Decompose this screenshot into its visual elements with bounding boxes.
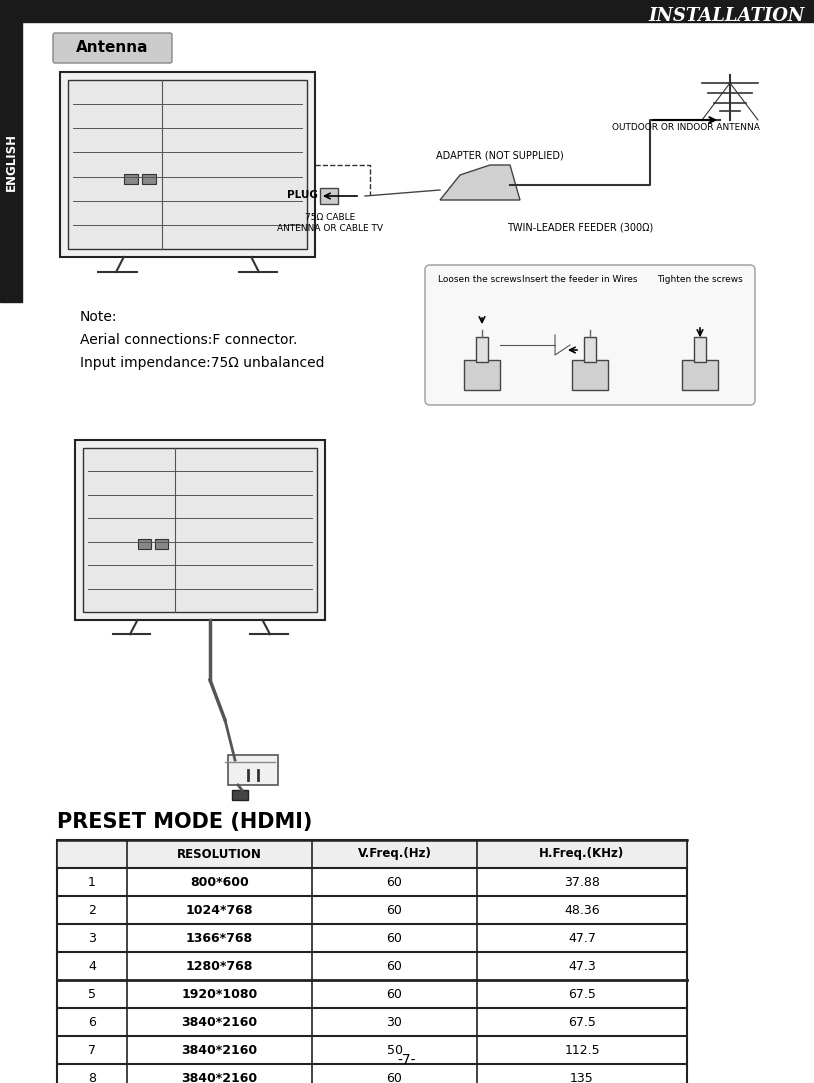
Bar [0,0,814,22]
Text: Note:
Aerial connections:F connector.
Input impendance:75Ω unbalanced: Note: Aerial connections:F connector. In… [80,310,325,369]
Text: 47.7: 47.7 [568,931,596,944]
Text: ADAPTER (NOT SUPPLIED): ADAPTER (NOT SUPPLIED) [436,151,564,160]
Bar [142,173,155,184]
Text: 3: 3 [88,931,96,944]
Text: 1280*768: 1280*768 [186,960,253,973]
Bar [60,71,315,257]
Text: 3840*2160: 3840*2160 [182,1016,257,1029]
Bar [124,173,138,184]
Text: 30: 30 [387,1016,402,1029]
Text: 6: 6 [88,1016,96,1029]
Text: 7: 7 [88,1044,96,1057]
Bar [476,337,488,362]
Text: 1024*768: 1024*768 [186,903,253,916]
Bar [57,840,687,1083]
Text: 48.36: 48.36 [564,903,600,916]
Bar [138,539,151,548]
Text: 60: 60 [387,903,402,916]
Bar [320,188,338,204]
Text: 75Ω CABLE
ANTENNA OR CABLE TV: 75Ω CABLE ANTENNA OR CABLE TV [277,213,383,233]
Text: Loosen the screws: Loosen the screws [438,275,522,285]
Text: 3840*2160: 3840*2160 [182,1044,257,1057]
Text: OUTDOOR OR INDOOR ANTENNA: OUTDOOR OR INDOOR ANTENNA [612,123,760,132]
Text: 2: 2 [88,903,96,916]
Text: Insert the feeder in Wires: Insert the feeder in Wires [523,275,637,285]
Text: 60: 60 [387,931,402,944]
Bar [155,539,168,548]
Text: V.Freq.(Hz): V.Freq.(Hz) [357,848,431,861]
Text: 3840*2160: 3840*2160 [182,1071,257,1083]
Text: 60: 60 [387,960,402,973]
Text: 67.5: 67.5 [568,988,596,1001]
Polygon shape [232,790,248,800]
Bar [228,755,278,785]
Bar [584,337,596,362]
Bar [82,447,317,612]
FancyBboxPatch shape [425,265,755,405]
Text: PLUG: PLUG [287,190,318,200]
Text: H.Freq.(KHz): H.Freq.(KHz) [540,848,624,861]
Text: TWIN-LEADER FEEDER (300Ω): TWIN-LEADER FEEDER (300Ω) [507,223,653,233]
Bar [57,840,687,867]
Text: 1366*768: 1366*768 [186,931,253,944]
Text: 800*600: 800*600 [190,875,249,888]
Text: 67.5: 67.5 [568,1016,596,1029]
Text: 112.5: 112.5 [564,1044,600,1057]
Polygon shape [440,165,520,200]
Text: RESOLUTION: RESOLUTION [177,848,262,861]
Text: 47.3: 47.3 [568,960,596,973]
Text: -7-: -7- [398,1053,416,1067]
Bar [572,360,608,390]
Text: 60: 60 [387,875,402,888]
FancyBboxPatch shape [53,32,172,63]
Text: 5: 5 [88,988,96,1001]
Text: PRESET MODE (HDMI): PRESET MODE (HDMI) [57,812,313,832]
Text: 60: 60 [387,1071,402,1083]
Text: Antenna: Antenna [76,40,148,55]
Text: Tighten the screws: Tighten the screws [657,275,743,285]
Text: 1: 1 [88,875,96,888]
Bar [68,80,307,249]
Bar [0,22,22,302]
Text: 50: 50 [387,1044,402,1057]
Bar [75,440,325,619]
Text: ENGLISH: ENGLISH [5,133,17,191]
Text: 8: 8 [88,1071,96,1083]
Text: 60: 60 [387,988,402,1001]
Text: 135: 135 [570,1071,594,1083]
Text: 4: 4 [88,960,96,973]
Text: 1920*1080: 1920*1080 [182,988,257,1001]
Text: 37.88: 37.88 [564,875,600,888]
Bar [464,360,500,390]
Bar [682,360,718,390]
Text: INSTALLATION: INSTALLATION [649,6,805,25]
Bar [694,337,706,362]
